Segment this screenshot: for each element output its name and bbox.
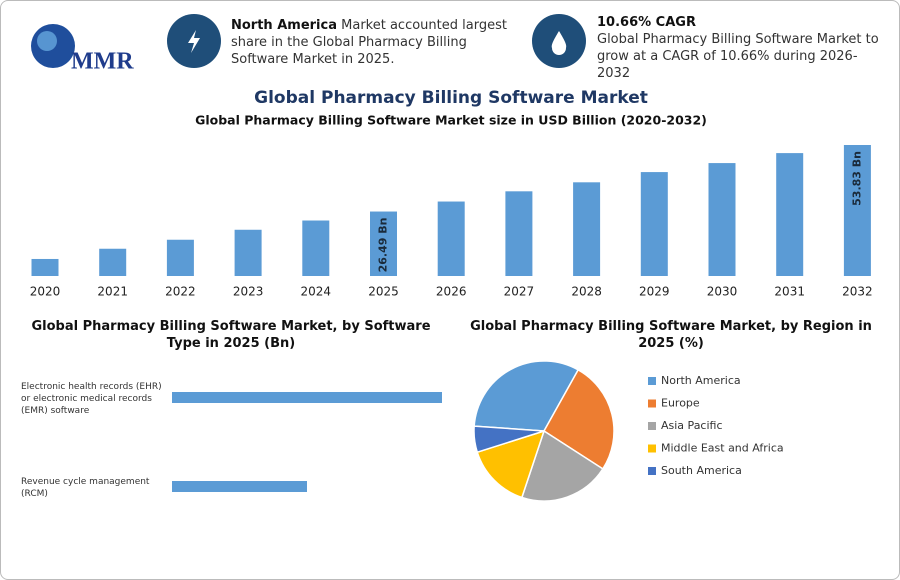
legend-swatch <box>648 444 656 453</box>
x-tick-label: 2029 <box>639 285 670 299</box>
chart-title: Global Pharmacy Billing Software Market,… <box>31 319 431 351</box>
bolt <box>188 30 200 53</box>
pie-slice <box>473 360 580 432</box>
category-label: Revenue cycle management (RCM) <box>21 477 150 499</box>
x-tick-label: 2022 <box>165 285 196 299</box>
x-tick-label: 2031 <box>774 285 805 299</box>
drop <box>551 31 567 55</box>
pie-slice <box>543 368 615 470</box>
legend-label: Asia Pacific <box>661 419 723 432</box>
chart-title: Global Pharmacy Billing Software Market … <box>195 113 707 128</box>
callout-bold: North America <box>231 18 337 33</box>
bar <box>172 481 307 492</box>
bar <box>166 239 194 276</box>
logo: MMR <box>71 49 134 75</box>
category-label: Electronic health records (EHR) or elect… <box>21 382 162 416</box>
legend-label: Middle East and Africa <box>661 442 784 455</box>
x-tick-label: 2021 <box>97 285 128 299</box>
x-tick-label: 2028 <box>571 285 602 299</box>
callout-text: Market accounted largest share in the Gl… <box>231 18 507 67</box>
pie-slice <box>473 425 545 454</box>
legend-swatch <box>648 377 656 385</box>
pie-slice <box>520 429 604 502</box>
logo-globe-shine <box>37 31 57 51</box>
bar <box>843 145 871 276</box>
callout: North America Market accounted largest s… <box>231 17 521 68</box>
legend-swatch <box>648 422 656 430</box>
bar <box>573 182 601 276</box>
bar <box>172 392 442 403</box>
bar <box>505 191 533 276</box>
x-tick-label: 2027 <box>504 285 535 299</box>
legend-swatch <box>648 467 656 475</box>
bar <box>31 258 59 276</box>
bar <box>99 248 127 276</box>
bar <box>370 211 397 276</box>
x-tick-label: 2032 <box>842 285 873 299</box>
bar <box>437 201 465 276</box>
x-tick-label: 2023 <box>233 285 264 299</box>
legend-label: North America <box>661 374 741 387</box>
x-tick-label: 2024 <box>301 285 332 299</box>
bar <box>708 163 736 276</box>
x-tick-label: 2026 <box>436 285 467 299</box>
legend-label: Europe <box>661 397 700 410</box>
value-label: 53.83 Bn <box>850 151 863 206</box>
bar <box>640 172 668 276</box>
bar <box>302 220 330 276</box>
callout-bold: 10.66% CAGR <box>597 15 696 30</box>
main-title: Global Pharmacy Billing Software Market <box>254 88 648 108</box>
legend-swatch <box>648 399 656 408</box>
chart-title: Global Pharmacy Billing Software Market,… <box>470 319 872 351</box>
legend-label: South America <box>661 464 742 477</box>
bar <box>234 229 262 276</box>
x-tick-label: 2020 <box>30 285 61 299</box>
callout: 10.66% CAGR Global Pharmacy Billing Softw… <box>597 14 887 82</box>
value-label: 26.49 Bn <box>377 218 390 273</box>
x-tick-label: 2030 <box>707 285 738 299</box>
x-tick-label: 2025 <box>368 285 399 299</box>
callout-text: Global Pharmacy Billing Software Market … <box>597 32 879 81</box>
bar <box>776 153 804 276</box>
